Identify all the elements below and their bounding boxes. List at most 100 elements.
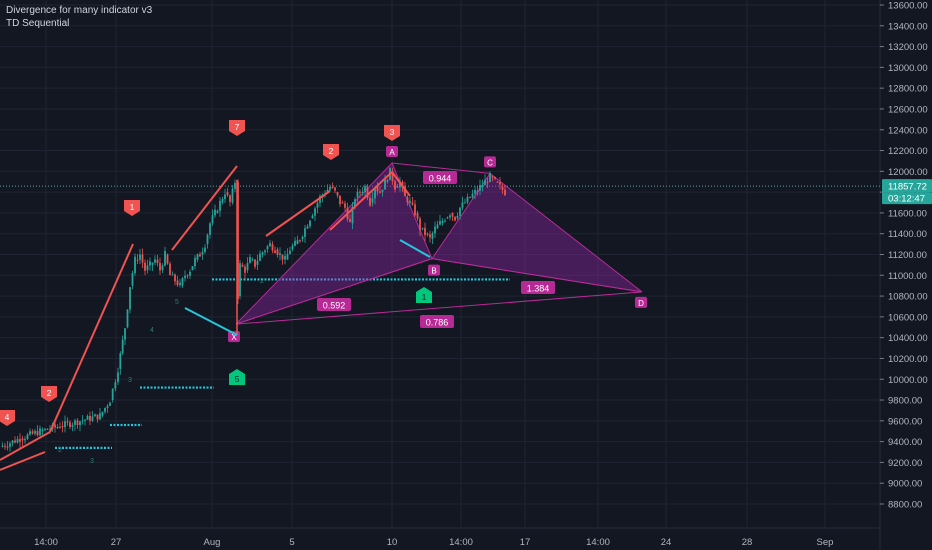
legend-td-sequential[interactable]: TD Sequential xyxy=(6,18,70,29)
candle-body xyxy=(21,438,24,441)
candle-body xyxy=(156,259,159,264)
candle-body xyxy=(374,188,376,199)
price-tick-label: 12400.00 xyxy=(888,125,928,136)
candle-body xyxy=(336,192,339,196)
candle-body xyxy=(194,257,196,267)
candle-body xyxy=(469,196,471,198)
candle-body xyxy=(401,181,404,187)
candle-body xyxy=(366,186,369,198)
td-sell-marker xyxy=(323,144,339,160)
candle-body xyxy=(326,189,329,193)
price-tick-label: 9000.00 xyxy=(888,479,922,490)
candle-body xyxy=(309,220,311,227)
candle-body xyxy=(379,191,381,193)
candle-body xyxy=(206,234,209,245)
candle-body xyxy=(361,191,364,193)
candle-body xyxy=(101,411,104,416)
harmonic-point-box xyxy=(428,264,440,276)
candle-body xyxy=(124,328,126,340)
candle-body xyxy=(66,421,69,423)
td-buy-label: 5 xyxy=(235,374,240,384)
candle-body xyxy=(126,309,129,328)
ratio-box xyxy=(423,171,457,184)
candle-body xyxy=(306,226,309,229)
candle-body xyxy=(331,186,334,188)
price-tick-label: 12200.00 xyxy=(888,146,928,157)
harmonic-ac-line xyxy=(391,162,491,174)
candle-body xyxy=(396,186,399,188)
price-tick-label: 9800.00 xyxy=(888,396,922,407)
candle-body xyxy=(44,428,46,430)
candle-body xyxy=(391,171,394,182)
legend-divergence[interactable]: Divergence for many indicator v3 xyxy=(6,5,153,16)
candle-body xyxy=(129,287,131,310)
candle-body xyxy=(109,402,111,406)
candle-body xyxy=(471,193,474,198)
time-tick-label: 10 xyxy=(387,537,398,548)
price-tick-label: 12800.00 xyxy=(888,84,928,95)
candle-body xyxy=(431,233,434,239)
candle-body xyxy=(279,253,281,255)
ratio-box xyxy=(317,298,351,311)
candle-body xyxy=(34,431,36,434)
candle-body xyxy=(296,240,299,245)
candle-body xyxy=(69,422,71,427)
harmonic-point-box xyxy=(635,296,647,308)
candle-body xyxy=(6,446,9,448)
candle-body xyxy=(489,173,491,183)
candle-body xyxy=(496,181,499,183)
price-tick-label: 13600.00 xyxy=(888,1,928,12)
td-count-digit: 2 xyxy=(58,447,62,454)
candle-body xyxy=(424,227,426,236)
candle-body xyxy=(216,210,219,213)
candles xyxy=(1,167,506,452)
candle-body xyxy=(494,177,496,179)
price-tick-label: 8800.00 xyxy=(888,500,922,511)
harmonic-bd-line xyxy=(431,258,643,293)
candle-body xyxy=(111,388,114,401)
candle-body xyxy=(226,192,229,196)
divergence-line-bear xyxy=(0,451,46,471)
candle-body xyxy=(214,209,216,216)
price-tick-label: 12600.00 xyxy=(888,104,928,115)
td-buy-marker xyxy=(416,287,432,303)
candle-body xyxy=(254,259,256,267)
candle-body xyxy=(1,445,4,447)
candle-body xyxy=(474,190,476,194)
candle-body xyxy=(94,414,96,417)
candle-body xyxy=(174,274,176,282)
td-sell-marker xyxy=(384,125,400,141)
candle-body xyxy=(481,185,484,187)
candle-body xyxy=(356,191,359,198)
candle-body xyxy=(286,253,289,260)
price-tick-label: 9400.00 xyxy=(888,437,922,448)
candle-body xyxy=(461,202,464,208)
candle-body xyxy=(276,249,279,255)
harmonic-pattern: X A B C D 0.944 0.592 1.384 0.786 xyxy=(228,146,647,343)
time-tick-label: 28 xyxy=(742,537,753,548)
candle-body xyxy=(244,266,246,273)
candle-body xyxy=(74,420,76,425)
candle-body xyxy=(459,207,461,216)
ratio-label: 0.786 xyxy=(426,318,449,328)
candle-body xyxy=(301,236,304,239)
candle-body xyxy=(339,195,341,205)
time-tick-label: 14:00 xyxy=(586,537,610,548)
price-tick-label: 13200.00 xyxy=(888,42,928,53)
candle-body xyxy=(16,439,19,443)
candle-body xyxy=(409,200,411,203)
td-sell-marker xyxy=(229,120,245,136)
candle-body xyxy=(239,263,241,297)
candle-body xyxy=(386,180,389,182)
candle-body xyxy=(384,179,386,190)
candle-body xyxy=(86,416,89,420)
harmonic-triangle-bcd xyxy=(431,172,643,293)
last-price-badge xyxy=(882,179,932,193)
candle-body xyxy=(146,265,149,271)
td-sell-marker xyxy=(0,410,15,426)
candle-body xyxy=(434,226,436,234)
candle-body xyxy=(419,218,421,231)
candle-body xyxy=(121,339,124,354)
candle-body xyxy=(351,206,354,224)
